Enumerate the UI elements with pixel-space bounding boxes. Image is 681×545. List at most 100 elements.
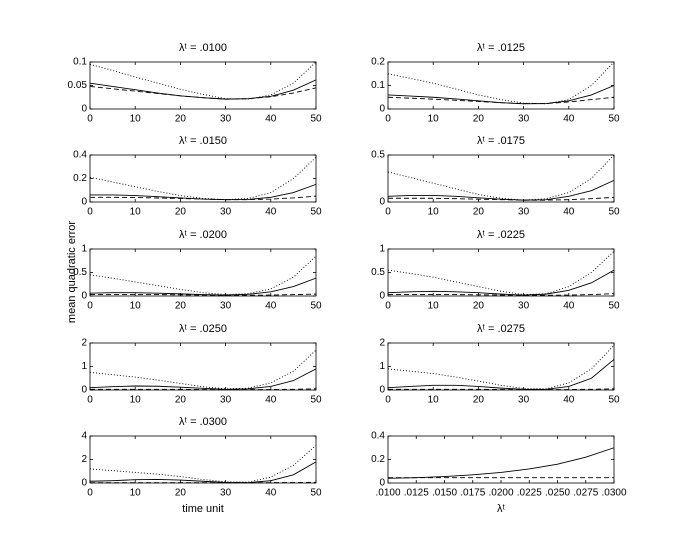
plot-frame (89, 342, 317, 391)
x-tick-label: 50 (310, 114, 322, 125)
y-tick-label: 0.4 (73, 150, 87, 161)
plot-frame (387, 435, 615, 484)
x-tick-label: .0225 (517, 488, 542, 499)
x-tick-label: 30 (220, 301, 232, 312)
x-tick-label: 20 (175, 301, 187, 312)
series-line (89, 85, 317, 100)
y-tick-label: 2 (379, 338, 385, 349)
y-tick-label: 0.2 (371, 454, 385, 465)
x-tick-label: 20 (175, 114, 187, 125)
x-tick-label: 0 (87, 207, 93, 218)
x-tick-label: 40 (265, 207, 277, 218)
x-tick-label: 0 (87, 114, 93, 125)
y-tick-label: 0 (379, 385, 385, 396)
plot-frame (387, 342, 615, 391)
x-tick-label: 10 (130, 301, 142, 312)
y-tick-label: 0.5 (371, 267, 385, 278)
x-tick-label: 30 (220, 488, 232, 499)
y-tick-label: 0.5 (73, 267, 87, 278)
series-line (89, 157, 317, 201)
x-tick-label: 0 (385, 395, 391, 406)
x-tick-label: 30 (220, 395, 232, 406)
x-tick-label: .0100 (375, 488, 400, 499)
y-tick-label: 1 (81, 244, 87, 255)
x-tick-label: 40 (563, 207, 575, 218)
series-line (89, 349, 317, 390)
panel-title: λᵗ = .0300 (179, 416, 227, 428)
y-tick-label: 0 (81, 197, 87, 208)
y-tick-label: 1 (379, 244, 385, 255)
x-tick-label: 50 (310, 395, 322, 406)
series-line (387, 345, 615, 390)
series-line (89, 445, 317, 483)
y-tick-label: 0 (81, 291, 87, 302)
plot-frame (387, 61, 615, 110)
x-tick-label: .0200 (488, 488, 513, 499)
panel-title: λᵗ = .0150 (179, 135, 227, 147)
x-tick-label: 0 (385, 207, 391, 218)
x-tick-label: 20 (473, 207, 485, 218)
y-tick-label: 0.4 (371, 431, 385, 442)
x-tick-label: 50 (310, 488, 322, 499)
x-tick-label: 20 (175, 395, 187, 406)
x-tick-label: 30 (220, 207, 232, 218)
x-tick-label: 0 (87, 301, 93, 312)
x-tick-label: 0 (385, 301, 391, 312)
x-tick-label: 40 (265, 114, 277, 125)
x-tick-label: 10 (130, 114, 142, 125)
y-tick-label: 0.1 (371, 80, 385, 91)
panel-title: λᵗ = .0250 (179, 323, 227, 335)
series-line (90, 293, 317, 296)
series-line (89, 61, 317, 100)
panel-title: λᵗ = .0125 (477, 42, 525, 54)
x-tick-label: 40 (563, 395, 575, 406)
x-tick-label: 30 (220, 114, 232, 125)
y-tick-label: 0.2 (371, 57, 385, 68)
x-tick-label: 10 (428, 114, 440, 125)
x-tick-label: 30 (518, 207, 530, 218)
x-tick-label: 0 (385, 114, 391, 125)
series-line (388, 293, 615, 296)
x-tick-label: 10 (130, 395, 142, 406)
x-tick-label: 20 (175, 488, 187, 499)
x-tick-label: 50 (310, 207, 322, 218)
x-tick-label: 50 (608, 301, 620, 312)
x-tick-label: 50 (608, 207, 620, 218)
x-tick-label: 40 (265, 395, 277, 406)
y-tick-label: 0.1 (73, 57, 87, 68)
series-line (387, 96, 615, 105)
y-tick-label: 2 (81, 454, 87, 465)
y-tick-label: 0 (81, 478, 87, 489)
y-tick-label: 0.2 (73, 173, 87, 184)
x-tick-label: 10 (428, 207, 440, 218)
y-tick-label: 1 (379, 361, 385, 372)
x-tick-label: 30 (518, 395, 530, 406)
x-tick-label: 50 (608, 395, 620, 406)
x-axis-label: λᵗ (497, 503, 506, 515)
x-tick-label: .0275 (573, 488, 598, 499)
y-tick-label: 0.05 (68, 80, 88, 91)
x-tick-label: 40 (265, 301, 277, 312)
y-tick-label: 0 (379, 478, 385, 489)
plot-frame (387, 248, 615, 297)
x-tick-label: 10 (130, 207, 142, 218)
x-tick-label: 30 (518, 114, 530, 125)
series-line (89, 255, 317, 296)
panel-title: λᵗ = .0175 (477, 135, 525, 147)
x-tick-label: 50 (608, 114, 620, 125)
x-tick-label: 40 (265, 488, 277, 499)
series-line (387, 359, 615, 390)
x-tick-label: 20 (473, 395, 485, 406)
plot-frame (387, 154, 615, 203)
x-tick-label: .0150 (432, 488, 457, 499)
y-tick-label: 0 (379, 291, 385, 302)
x-tick-label: 30 (518, 301, 530, 312)
x-tick-label: .0175 (460, 488, 485, 499)
plot-frame (89, 435, 317, 484)
panel-title: λᵗ = .0275 (477, 323, 525, 335)
x-tick-label: 0 (87, 488, 93, 499)
series-line (90, 195, 317, 201)
series-line (387, 269, 615, 296)
panel-title: λᵗ = .0100 (179, 42, 227, 54)
